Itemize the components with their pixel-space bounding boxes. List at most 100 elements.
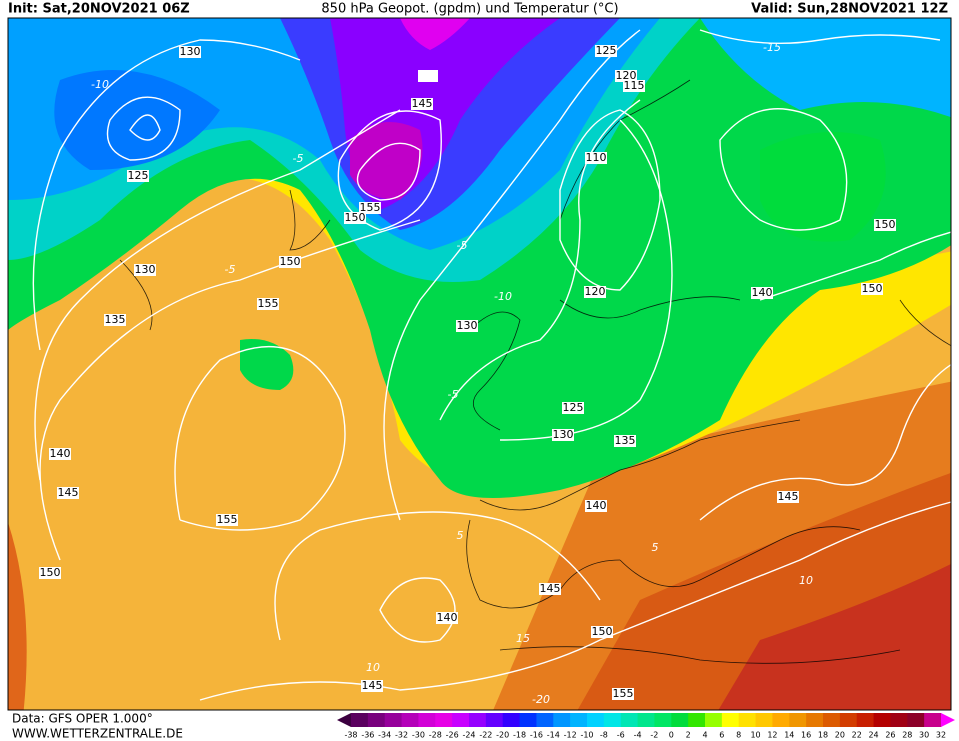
geopotential-label: 155 xyxy=(258,297,279,310)
colorbar-label: 12 xyxy=(767,731,777,740)
valid-time: Valid: Sun,28NOV2021 12Z xyxy=(751,2,948,17)
colorbar: -38 -36 -34 -32 -30 -28 -26 -24 -22 -20 -18 -16 -14-… xyxy=(337,713,955,740)
colorbar-swatch xyxy=(789,713,807,727)
contour-label-bg xyxy=(39,567,61,579)
colorbar-swatch xyxy=(705,713,723,727)
contour-label-bg xyxy=(585,152,607,164)
contour-label-bg xyxy=(861,283,883,295)
geopotential-label: 130 xyxy=(553,428,574,441)
colorbar-label: 20 xyxy=(835,731,845,740)
contour-label-bg xyxy=(777,491,799,503)
colorbar-swatch xyxy=(924,713,942,727)
colorbar-label: -16 xyxy=(530,731,543,740)
colorbar-swatch xyxy=(570,713,588,727)
contour-label-bg xyxy=(751,287,773,299)
geopotential-label: 130 xyxy=(180,45,201,58)
colorbar-label: -34 xyxy=(378,731,391,740)
colorbar-label: 16 xyxy=(801,731,811,740)
temperature-label: 5 xyxy=(652,541,659,554)
contour-label-bg xyxy=(57,487,79,499)
contour-label-bg xyxy=(216,514,238,526)
colorbar-label: -38 xyxy=(344,731,357,740)
geopotential-label: 150 xyxy=(862,282,883,295)
contour-label-bg xyxy=(134,264,156,276)
temperature-label: 15 xyxy=(516,632,530,645)
temperature-label: -10 xyxy=(494,290,512,303)
geopotential-label: 125 xyxy=(563,401,584,414)
contour-label-bg xyxy=(585,500,607,512)
contour-label-bg xyxy=(436,612,458,624)
colorbar-swatch xyxy=(755,713,773,727)
geopotential-label: 145 xyxy=(58,486,79,499)
geopotential-label: 145 xyxy=(362,679,383,692)
colorbar-swatch xyxy=(587,713,605,727)
contour-label-bg xyxy=(257,298,279,310)
contour-label-bg xyxy=(591,626,613,638)
colorbar-label: -24 xyxy=(462,731,475,740)
colorbar-swatch xyxy=(738,713,757,727)
colorbar-swatch xyxy=(519,713,537,727)
contour-label-bg xyxy=(584,286,606,298)
colorbar-swatch xyxy=(418,713,436,727)
colorbar-label: 18 xyxy=(818,731,828,740)
colorbar-swatch xyxy=(485,713,504,727)
contour-label-bg xyxy=(562,402,584,414)
temperature-label: -5 xyxy=(448,388,459,401)
contour-label-bg xyxy=(179,46,201,58)
temperature-label: -5 xyxy=(457,239,468,252)
colorbar-label: -2 xyxy=(650,731,658,740)
colorbar-swatch xyxy=(553,713,571,727)
temperature-label: 5 xyxy=(457,529,464,542)
colorbar-swatch xyxy=(384,713,403,727)
geopotential-label: 135 xyxy=(615,434,636,447)
geopotential-label: 155 xyxy=(360,201,381,214)
colorbar-label: 10 xyxy=(750,731,760,740)
colorbar-swatch xyxy=(907,713,925,727)
temperature-label: -5 xyxy=(225,263,236,276)
colorbar-label: 0 xyxy=(669,731,674,740)
geopotential-label: 145 xyxy=(412,97,433,110)
colorbar-swatch xyxy=(823,713,841,727)
geopotential-contours xyxy=(32,29,951,701)
colorbar-swatch xyxy=(401,713,419,727)
colorbar-swatch xyxy=(469,713,487,727)
colorbar-swatch xyxy=(654,713,672,727)
colorbar-label: -20 xyxy=(496,731,509,740)
contour-label-bg xyxy=(612,688,634,700)
geopotential-label: 135 xyxy=(105,313,126,326)
colorbar-arrow xyxy=(941,713,955,727)
geopotential-label: 150 xyxy=(280,255,301,268)
contour-label-bg xyxy=(104,314,126,326)
colorbar-swatch xyxy=(637,713,655,727)
contour-label-bg xyxy=(344,212,366,224)
geopotential-label: 155 xyxy=(613,687,634,700)
colorbar-label: 26 xyxy=(885,731,895,740)
temperature-label: -5 xyxy=(293,152,304,165)
colorbar-swatch xyxy=(435,713,453,727)
contour-label-bg xyxy=(623,80,645,92)
geopotential-label: 140 xyxy=(437,611,458,624)
map-title: 850 hPa Geopot. (gpdm) und Temperatur (°… xyxy=(321,2,618,17)
contour-label-bg xyxy=(874,219,896,231)
geopotential-label: 150 xyxy=(40,566,61,579)
colorbar-label: -6 xyxy=(617,731,625,740)
colorbar-label: -32 xyxy=(395,731,408,740)
colorbar-swatch xyxy=(688,713,706,727)
colorbar-label: 14 xyxy=(784,731,794,740)
map-frame xyxy=(7,17,952,711)
geopotential-label: 120 xyxy=(585,285,606,298)
colorbar-label: -10 xyxy=(580,731,593,740)
geopotential-label: 115 xyxy=(624,79,645,92)
geopotential-label: 140 xyxy=(586,499,607,512)
temperature-label: 10 xyxy=(366,661,380,674)
contour-labels: 1301251451551501501301351551401451551501… xyxy=(39,41,896,706)
colorbar-arrow xyxy=(337,713,351,727)
colorbar-swatch xyxy=(671,713,689,727)
geopotential-label: 120 xyxy=(616,69,637,82)
colorbar-label: -30 xyxy=(412,731,425,740)
colorbar-label: -14 xyxy=(547,731,560,740)
contour-label-bg xyxy=(127,170,149,182)
contour-label-bg xyxy=(615,70,637,82)
